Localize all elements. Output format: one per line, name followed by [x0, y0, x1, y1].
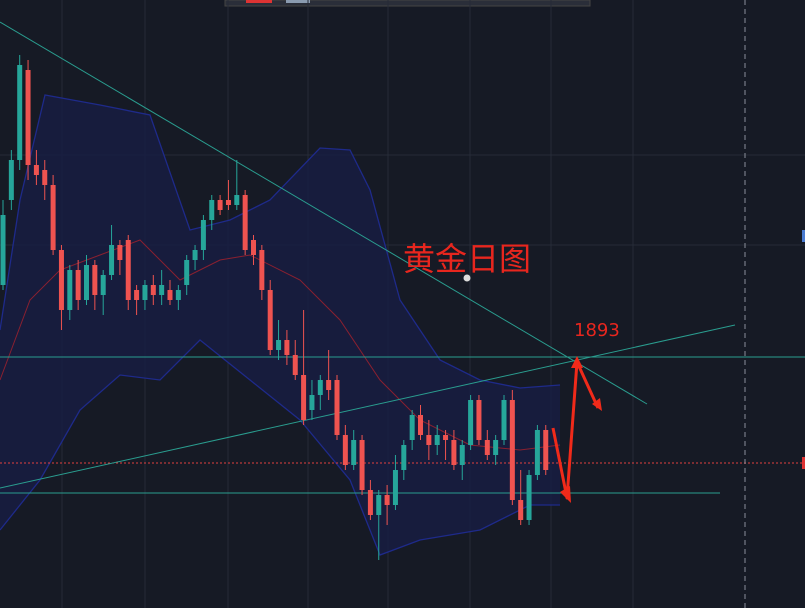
toolbar[interactable]: [224, 0, 591, 7]
candle-body: [251, 240, 256, 255]
axis-marker: [802, 230, 805, 242]
candle-body: [543, 430, 549, 470]
forecast-arrows: [551, 356, 602, 503]
candle-body: [75, 270, 81, 300]
candle-body: [209, 200, 215, 220]
candle-body: [259, 250, 265, 290]
candle-body: [200, 220, 206, 250]
candle-body: [384, 495, 390, 505]
level-label: 1893: [574, 320, 620, 341]
forecast-path: [551, 360, 600, 500]
candles: [0, 55, 549, 560]
candle-body: [50, 185, 56, 250]
candle-body: [418, 415, 423, 435]
arrow-head: [592, 398, 602, 411]
candle-body: [468, 400, 474, 445]
candle-body: [84, 265, 89, 300]
candle-body: [426, 435, 432, 445]
candle-body: [309, 395, 315, 410]
anchor-dot[interactable]: [463, 274, 471, 282]
candle-body: [518, 500, 524, 520]
candle-body: [109, 245, 115, 275]
candle-body: [192, 250, 198, 260]
middle-band: [0, 239, 561, 451]
candle-body: [267, 290, 273, 350]
candle-body: [125, 240, 131, 300]
candle-body: [443, 435, 449, 440]
upper-band: [0, 94, 561, 389]
candle-body: [67, 270, 73, 310]
candle-body: [25, 70, 31, 165]
candle-body: [175, 290, 181, 300]
candle-body: [392, 470, 398, 505]
candle-body: [0, 215, 6, 285]
trend-line: [0, 21, 648, 405]
toolbar-button[interactable]: [286, 0, 310, 3]
arrow-head: [571, 356, 583, 368]
axis-marker: [802, 457, 805, 469]
candle-body: [451, 440, 457, 465]
candle-body: [459, 445, 465, 465]
candle-body: [493, 440, 499, 455]
candle-body: [434, 435, 440, 445]
candle-body: [351, 440, 357, 465]
trend-line: [0, 324, 736, 489]
candle-body: [409, 415, 415, 440]
candle-body: [301, 375, 307, 420]
candle-body: [217, 200, 223, 210]
candle-body: [8, 160, 14, 200]
candle-body: [476, 400, 482, 440]
candle-body: [134, 290, 140, 300]
candle-body: [484, 440, 490, 455]
candle-body: [534, 430, 540, 475]
candle-body: [42, 170, 48, 185]
candle-body: [276, 340, 282, 350]
candle-body: [376, 495, 382, 515]
candle-body: [401, 445, 407, 470]
annotation-title: 黄金日图: [403, 240, 531, 278]
lower-band: [0, 339, 560, 556]
candle-body: [509, 400, 515, 500]
candle-body: [167, 290, 173, 300]
candle-body: [317, 380, 323, 395]
candle-body: [150, 285, 156, 295]
candle-body: [234, 195, 240, 205]
candle-body: [334, 380, 340, 435]
candle-body: [242, 195, 248, 250]
candle-body: [292, 355, 298, 375]
candle-body: [33, 165, 39, 175]
candle-body: [92, 265, 98, 295]
candle-body: [58, 250, 64, 310]
candle-body: [367, 490, 373, 515]
arrow-head: [560, 486, 571, 503]
candle-body: [342, 435, 348, 465]
candle-body: [526, 475, 532, 520]
candle-body: [159, 285, 165, 295]
candle-body: [225, 200, 231, 205]
candle-body: [501, 400, 507, 440]
candle-body: [142, 285, 148, 300]
toolbar-button[interactable]: [246, 0, 272, 3]
candle-body: [100, 275, 106, 295]
candle-body: [284, 340, 290, 355]
candle-body: [326, 380, 332, 390]
candle-body: [117, 245, 123, 260]
candle-body: [359, 440, 365, 490]
candle-body: [17, 65, 23, 160]
candle-body: [184, 260, 190, 285]
